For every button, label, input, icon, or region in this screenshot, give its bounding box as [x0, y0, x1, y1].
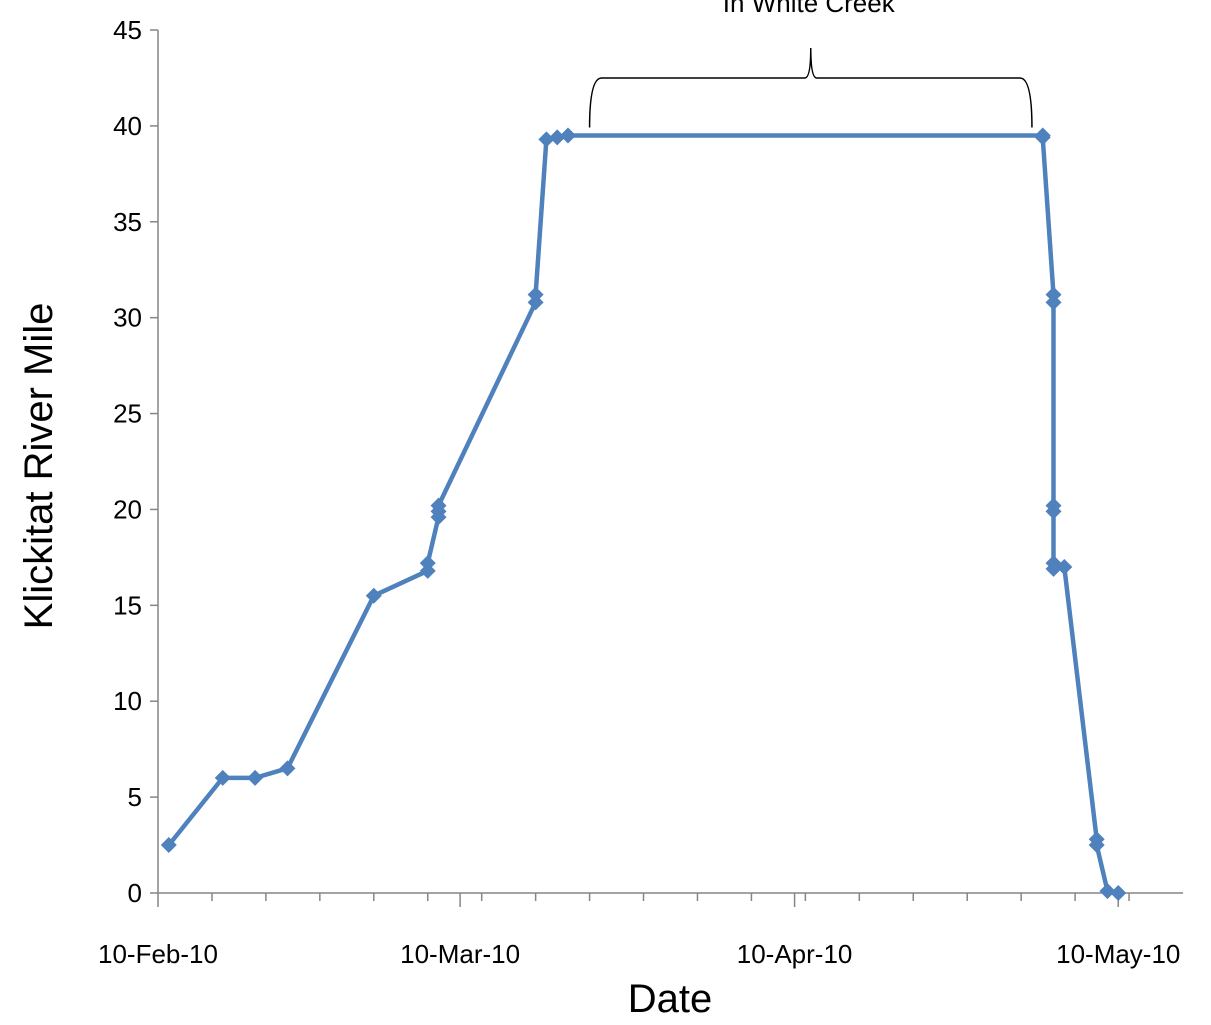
series-line-group [160, 127, 1127, 901]
y-tick-label: 20 [113, 494, 142, 524]
data-point-marker [560, 127, 576, 144]
data-point-marker [279, 760, 296, 777]
y-axis: 0 5 10 15 20 25 30 35 40 45 [113, 15, 159, 908]
y-tick-label: 5 [128, 782, 142, 812]
data-point-marker [1099, 883, 1116, 900]
x-tick-label: 10-Apr-10 [737, 939, 853, 969]
data-point-marker [419, 555, 436, 572]
data-point-marker [160, 837, 177, 854]
data-point-marker [247, 769, 264, 786]
data-point-marker [430, 497, 447, 514]
y-tick-label: 45 [113, 15, 142, 45]
y-tick-label: 35 [113, 207, 142, 237]
data-point-marker [1110, 885, 1127, 901]
y-tick-label: 15 [113, 590, 142, 620]
series-line [167, 133, 1119, 896]
data-point-marker [1056, 558, 1073, 575]
data-point-marker [214, 769, 231, 786]
annotation-label: In White Creek [723, 0, 896, 18]
annotation-group: In White Creek [588, 0, 1033, 128]
y-axis-title: Klickitat River Mile [17, 303, 61, 630]
data-point-marker [1045, 294, 1062, 311]
data-point-marker [549, 129, 566, 146]
data-point-marker [1045, 560, 1062, 577]
x-tick-label: 10-May-10 [1056, 939, 1180, 969]
x-tick-label: 10-Feb-10 [98, 939, 218, 969]
x-axis: 10-Feb-10 10-Mar-10 10-Apr-10 10-May-10 [98, 892, 1183, 969]
data-point-marker [1034, 129, 1051, 146]
data-point-marker [365, 587, 382, 604]
y-tick-label: 25 [113, 399, 142, 429]
data-point-marker [527, 286, 544, 303]
annotation-brace [588, 47, 1033, 128]
data-point-marker [538, 131, 555, 148]
x-tick-label: 10-Mar-10 [400, 939, 520, 969]
data-point-marker [1045, 503, 1062, 520]
data-point-marker [1088, 837, 1105, 854]
y-tick-label: 10 [113, 686, 142, 716]
y-tick-label: 30 [113, 303, 142, 333]
y-tick-label: 40 [113, 111, 142, 141]
x-axis-title: Date [628, 977, 713, 1021]
y-tick-label: 0 [128, 878, 142, 908]
